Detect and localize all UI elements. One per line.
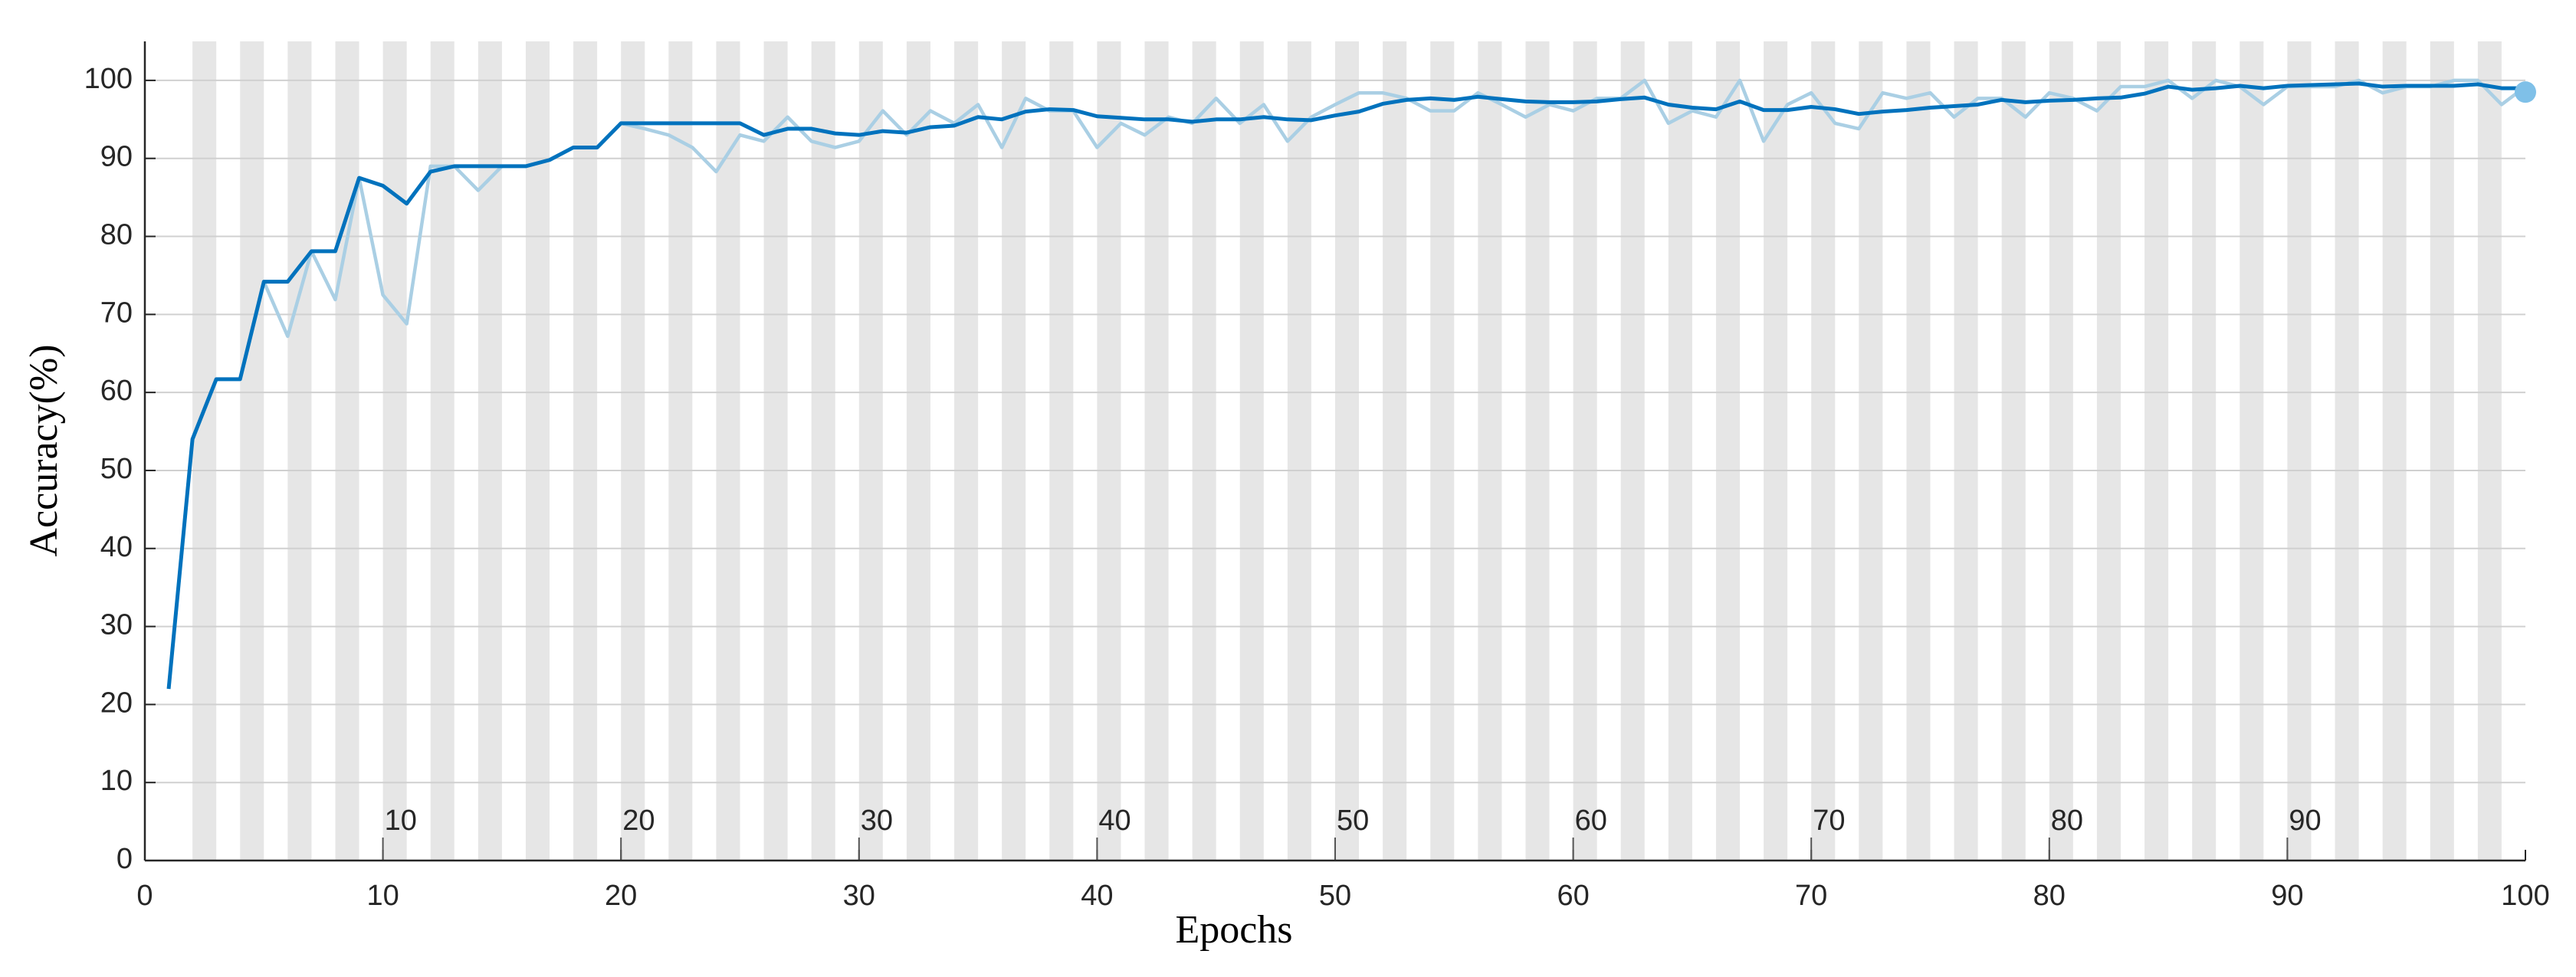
epoch-stripe bbox=[2335, 41, 2359, 861]
epoch-stripe bbox=[2382, 41, 2407, 861]
epoch-stripe bbox=[2430, 41, 2454, 861]
epoch-stripe bbox=[382, 41, 407, 861]
x-tick-label: 30 bbox=[843, 880, 875, 912]
epoch-stripe bbox=[2001, 41, 2026, 861]
epoch-stripe bbox=[1811, 41, 1836, 861]
epoch-stripe bbox=[477, 41, 502, 861]
epoch-label: 70 bbox=[1813, 805, 1845, 837]
epoch-stripe bbox=[1620, 41, 1645, 861]
epoch-stripe bbox=[525, 41, 550, 861]
epoch-stripe bbox=[573, 41, 598, 861]
final-point bbox=[2515, 81, 2536, 103]
epoch-label: 50 bbox=[1337, 805, 1369, 837]
epoch-stripe bbox=[716, 41, 740, 861]
x-tick-label: 10 bbox=[366, 880, 399, 912]
epoch-label: 10 bbox=[385, 805, 417, 837]
y-tick-label: 90 bbox=[100, 141, 133, 173]
epoch-stripe bbox=[287, 41, 312, 861]
y-tick-label: 80 bbox=[100, 219, 133, 251]
epoch-stripe bbox=[2049, 41, 2073, 861]
epoch-label: 60 bbox=[1575, 805, 1607, 837]
y-tick-label: 100 bbox=[84, 63, 133, 95]
epoch-stripe bbox=[2096, 41, 2121, 861]
epoch-stripe bbox=[1049, 41, 1074, 861]
epoch-label: 80 bbox=[2051, 805, 2083, 837]
y-tick-label: 70 bbox=[100, 297, 133, 329]
epoch-label: 90 bbox=[2289, 805, 2321, 837]
epoch-stripe bbox=[2192, 41, 2217, 861]
x-tick-label: 60 bbox=[1557, 880, 1589, 912]
y-tick-label: 20 bbox=[100, 687, 133, 719]
epoch-stripe bbox=[1573, 41, 1597, 861]
epoch-stripe bbox=[1954, 41, 1978, 861]
y-tick-label: 50 bbox=[100, 453, 133, 485]
epoch-stripe bbox=[1478, 41, 1502, 861]
epoch-stripe bbox=[1715, 41, 1741, 861]
x-tick-label: 50 bbox=[1319, 880, 1351, 912]
y-tick-label: 10 bbox=[100, 765, 133, 797]
y-tick-label: 0 bbox=[116, 843, 133, 875]
epoch-stripe bbox=[1525, 41, 1550, 861]
epoch-stripe bbox=[1335, 41, 1360, 861]
x-tick-label: 70 bbox=[1795, 880, 1827, 912]
epoch-stripe bbox=[2477, 41, 2502, 861]
epoch-label: 20 bbox=[622, 805, 655, 837]
epoch-stripe bbox=[858, 41, 883, 861]
x-tick-label: 40 bbox=[1081, 880, 1113, 912]
epoch-stripe bbox=[1430, 41, 1455, 861]
epoch-stripe bbox=[430, 41, 454, 861]
x-tick-label: 80 bbox=[2033, 880, 2066, 912]
y-tick-label: 40 bbox=[100, 531, 133, 563]
epoch-stripe bbox=[240, 41, 264, 861]
epoch-stripe bbox=[668, 41, 693, 861]
epoch-stripe bbox=[906, 41, 930, 861]
epoch-stripe bbox=[1859, 41, 1883, 861]
x-tick-label: 0 bbox=[136, 880, 153, 912]
series-line bbox=[166, 81, 2525, 690]
epoch-stripe bbox=[2240, 41, 2264, 861]
epoch-stripe bbox=[1192, 41, 1216, 861]
epoch-stripe bbox=[2287, 41, 2312, 861]
y-tick-label: 60 bbox=[100, 375, 133, 407]
epoch-stripe bbox=[1144, 41, 1169, 861]
epoch-stripe bbox=[1668, 41, 1692, 861]
epoch-label: 30 bbox=[861, 805, 893, 837]
x-tick-label: 100 bbox=[2501, 880, 2549, 912]
epoch-stripe bbox=[811, 41, 835, 861]
epoch-stripe bbox=[1239, 41, 1264, 861]
epoch-stripe bbox=[2144, 41, 2169, 861]
epoch-stripe bbox=[763, 41, 788, 861]
x-axis-label: Epochs bbox=[1175, 908, 1292, 952]
epoch-stripe bbox=[1383, 41, 1407, 861]
epoch-stripe bbox=[954, 41, 979, 861]
x-tick-label: 90 bbox=[2271, 880, 2303, 912]
epoch-stripe bbox=[1097, 41, 1121, 861]
epoch-stripe bbox=[1764, 41, 1788, 861]
epoch-stripe bbox=[1287, 41, 1311, 861]
epoch-stripe bbox=[1002, 41, 1026, 861]
epoch-stripe bbox=[335, 41, 359, 861]
y-tick-label: 30 bbox=[100, 609, 133, 641]
epoch-stripe bbox=[621, 41, 645, 861]
x-tick-label: 20 bbox=[605, 880, 637, 912]
epoch-stripe bbox=[192, 41, 217, 861]
epoch-label: 40 bbox=[1098, 805, 1130, 837]
epoch-stripe bbox=[1906, 41, 1931, 861]
y-axis-label: Accuracy(%) bbox=[22, 344, 66, 556]
